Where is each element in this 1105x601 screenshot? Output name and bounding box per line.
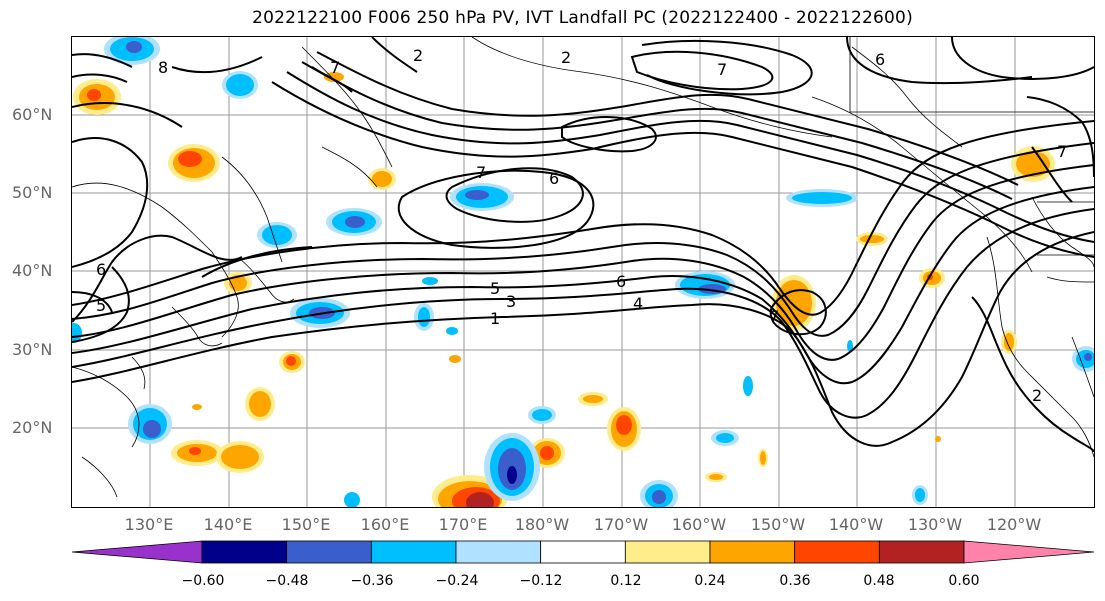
contour-label-6-west: 6 — [96, 260, 106, 279]
lat-label-40n: 40°N — [12, 261, 53, 280]
positive-anomaly-patches — [73, 72, 1055, 507]
colorbar-tick: −0.36 — [350, 573, 394, 589]
lon-label-170e: 170°E — [438, 515, 488, 534]
lat-label-50n: 50°N — [12, 183, 53, 202]
contour-label-1: 1 — [490, 309, 500, 328]
lat-label-60n: 60°N — [12, 105, 53, 124]
lon-label-160e: 160°E — [360, 515, 410, 534]
lat-label-20n: 20°N — [12, 418, 53, 437]
colorbar-segment — [709, 540, 796, 564]
colorbar-tick: 0.36 — [779, 573, 811, 589]
lon-label-180w: 180°W — [514, 515, 570, 534]
contour-label-6-upper: 6 — [549, 169, 559, 188]
colorbar-extend-min — [71, 540, 203, 564]
colorbar-tick: −0.60 — [181, 573, 225, 589]
lon-label-140e: 140°E — [203, 515, 253, 534]
colorbar-segment — [201, 540, 288, 564]
colorbar-tick: −0.48 — [265, 573, 309, 589]
contour-label-8: 8 — [158, 58, 168, 77]
contour-labels: 1 3 5 6 4 7 6 7 6 7 8 7 2 2 6 5 2 7 — [96, 46, 1067, 405]
map-panel: 1 3 5 6 4 7 6 7 6 7 8 7 2 2 6 5 2 7 — [71, 36, 1095, 508]
contour-lines — [72, 37, 1094, 453]
colorbar-segment — [624, 540, 711, 564]
lon-label-150e: 150°E — [281, 515, 331, 534]
lat-label-30n: 30°N — [12, 340, 53, 359]
colorbar-tick: 0.48 — [863, 573, 895, 589]
lon-label-130e: 130°E — [124, 515, 174, 534]
lon-label-150w: 150°W — [750, 515, 806, 534]
contour-label-7-nw: 7 — [330, 58, 340, 77]
contour-label-5: 5 — [490, 279, 500, 298]
coastlines — [72, 37, 1094, 498]
lon-label-130w: 130°W — [907, 515, 963, 534]
colorbar-extend-max — [963, 540, 1095, 564]
colorbar-tick: 0.60 — [948, 573, 980, 589]
contour-label-6-ne: 6 — [875, 50, 885, 69]
contour-label-2-upper: 2 — [561, 48, 571, 67]
colorbar — [71, 540, 1095, 564]
colorbar-segment — [794, 540, 880, 564]
colorbar-segment — [878, 540, 965, 564]
contour-label-4: 4 — [633, 294, 643, 313]
colorbar-tick: 0.24 — [694, 573, 726, 589]
colorbar-tick: −0.12 — [519, 573, 563, 589]
contour-label-2-east: 2 — [1032, 386, 1042, 405]
lon-label-170w: 170°W — [593, 515, 649, 534]
lon-label-140w: 140°W — [828, 515, 884, 534]
contour-label-6: 6 — [616, 272, 626, 291]
colorbar-segment — [370, 540, 457, 564]
lon-label-120w: 120°W — [986, 515, 1042, 534]
lon-label-160w: 160°W — [671, 515, 727, 534]
colorbar-segment — [455, 540, 542, 564]
map-canvas: 1 3 5 6 4 7 6 7 6 7 8 7 2 2 6 5 2 7 — [72, 37, 1094, 507]
contour-label-2: 2 — [413, 46, 423, 65]
colorbar-segment — [286, 540, 372, 564]
contour-label-7-upper: 7 — [717, 60, 727, 79]
colorbar-tick: 0.12 — [610, 573, 642, 589]
colorbar-tick: −0.24 — [435, 573, 479, 589]
contour-label-7-center: 7 — [769, 307, 779, 326]
negative-anomaly-patches — [72, 37, 1094, 507]
contour-label-7-east: 7 — [1057, 142, 1067, 161]
colorbar-segment — [540, 540, 626, 564]
contour-label-3: 3 — [506, 292, 516, 311]
contour-label-5-west: 5 — [96, 296, 106, 315]
figure-title: 2022122100 F006 250 hPa PV, IVT Landfall… — [252, 8, 913, 28]
contour-label-7: 7 — [476, 163, 486, 182]
